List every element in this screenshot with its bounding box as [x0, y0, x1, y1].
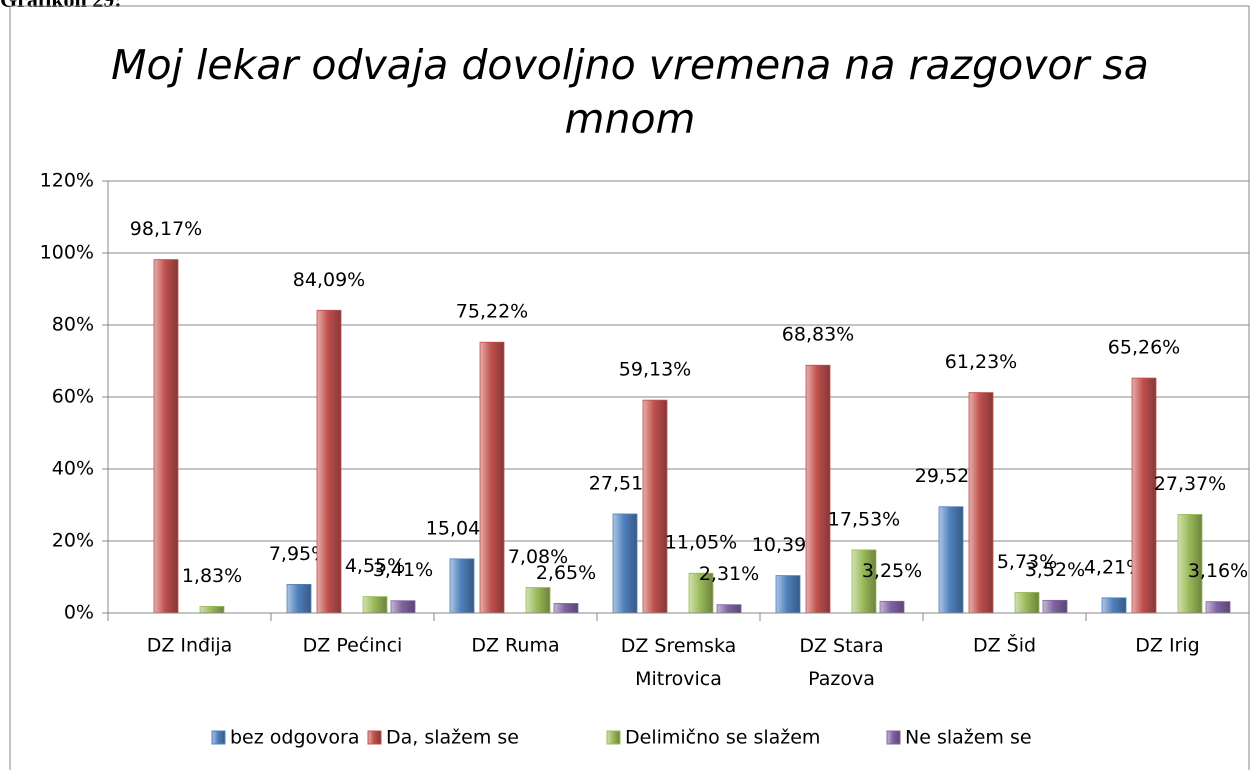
bar — [1042, 599, 1068, 614]
value-label: 84,09% — [293, 269, 365, 291]
value-label: 3,52% — [1025, 559, 1085, 581]
bar — [1177, 514, 1203, 614]
bar — [642, 399, 668, 614]
value-label: 4,21% — [1084, 556, 1144, 578]
y-tick-label: 40% — [52, 458, 94, 480]
bar — [938, 506, 964, 614]
legend-label: bez odgovora — [230, 727, 359, 749]
legend-swatch — [886, 730, 901, 745]
x-tick-label: DZ Sremska Mitrovica — [621, 635, 737, 690]
value-label: 4,55% — [345, 555, 405, 577]
x-tick-label: DZ Irig — [1135, 635, 1199, 657]
value-label: 7,08% — [508, 546, 568, 568]
legend-swatch — [211, 730, 226, 745]
x-tick-label: DZ Inđija — [147, 635, 233, 657]
bar — [153, 259, 179, 614]
bar — [553, 603, 579, 614]
y-tick-label: 120% — [40, 170, 94, 192]
value-label: 27,37% — [1154, 473, 1226, 495]
legend-label: Ne slažem se — [905, 727, 1032, 749]
bar — [316, 309, 342, 614]
x-tick-label: DZ Ruma — [471, 635, 559, 657]
legend-label: Delimično se slažem — [625, 727, 820, 749]
value-label: 98,17% — [130, 218, 202, 240]
value-label: 59,13% — [619, 359, 691, 381]
value-label: 5,73% — [997, 551, 1057, 573]
bar — [851, 549, 877, 614]
value-label: 65,26% — [1108, 337, 1180, 359]
bar — [390, 600, 416, 614]
bar — [716, 604, 742, 614]
value-label: 3,16% — [1188, 560, 1248, 582]
legend-label: Da, slažem se — [386, 727, 519, 749]
bar — [199, 606, 225, 614]
value-label: 17,53% — [828, 508, 900, 530]
chart-title: Moj lekar odvaja dovoljno vremena na raz… — [111, 41, 1149, 143]
chart-border — [9, 5, 1250, 770]
x-tick-label: DZ Šid — [973, 633, 1036, 657]
bar — [1014, 591, 1040, 614]
value-label: 3,25% — [862, 560, 922, 582]
bar — [688, 572, 714, 614]
bar — [479, 341, 505, 614]
x-tick-label: DZ Pećinci — [303, 635, 403, 657]
bar — [1131, 377, 1157, 614]
value-label: 1,83% — [182, 565, 242, 587]
bar — [612, 513, 638, 614]
bar — [968, 392, 994, 614]
bar — [449, 558, 475, 614]
value-label: 75,22% — [456, 301, 528, 323]
y-tick-label: 100% — [40, 242, 94, 264]
bar — [879, 600, 905, 614]
value-label: 68,83% — [782, 324, 854, 346]
bar — [525, 587, 551, 614]
value-label: 11,05% — [665, 532, 737, 554]
legend-swatch — [367, 730, 382, 745]
value-label: 2,31% — [699, 563, 759, 585]
bar — [286, 583, 312, 614]
y-tick-label: 0% — [64, 602, 94, 624]
y-tick-label: 80% — [52, 314, 94, 336]
value-label: 2,65% — [536, 562, 596, 584]
value-label: 61,23% — [945, 351, 1017, 373]
y-tick-label: 20% — [52, 530, 94, 552]
bar — [775, 575, 801, 614]
bar — [1101, 597, 1127, 614]
bar — [1205, 601, 1231, 614]
y-tick-label: 60% — [52, 386, 94, 408]
legend-swatch — [606, 730, 621, 745]
value-label: 3,41% — [373, 559, 433, 581]
bar — [805, 364, 831, 614]
bar — [362, 596, 388, 614]
x-tick-label: DZ Stara Pazova — [799, 635, 883, 690]
value-label: 7,95% — [269, 543, 329, 565]
